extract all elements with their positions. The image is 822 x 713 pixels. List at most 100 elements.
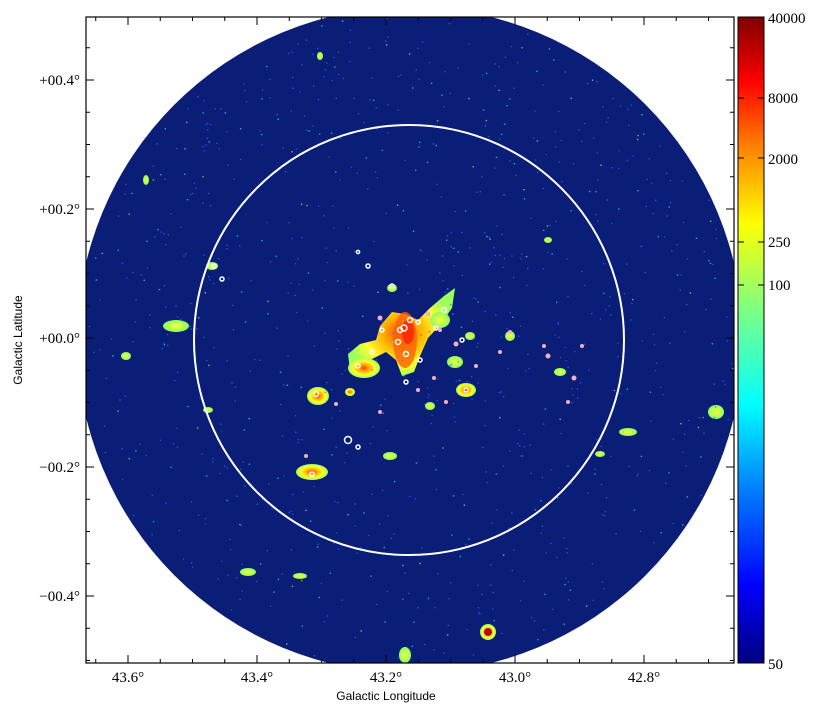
noise-speck (339, 179, 341, 181)
noise-speck (476, 191, 478, 194)
noise-speck (542, 187, 544, 190)
x-tick-labels: 43.6° 43.4° 43.2° 43.0° 42.8° (112, 670, 660, 686)
noise-speck (189, 302, 192, 304)
noise-speck (408, 592, 410, 595)
noise-speck (350, 166, 352, 168)
noise-speck (151, 533, 153, 536)
colorbar-label: 50 (768, 657, 783, 673)
noise-speck (370, 575, 372, 577)
noise-speck (583, 122, 586, 125)
noise-speck (189, 325, 191, 327)
noise-speck (612, 97, 614, 100)
noise-speck (266, 221, 268, 224)
noise-speck (226, 360, 228, 362)
noise-speck (368, 47, 370, 49)
noise-speck (191, 566, 194, 568)
noise-speck (261, 133, 263, 136)
noise-speck (443, 106, 445, 108)
noise-speck (428, 394, 430, 396)
noise-speck (732, 368, 734, 370)
noise-speck (324, 391, 326, 393)
noise-speck (353, 250, 356, 253)
noise-speck (297, 438, 299, 441)
noise-speck (202, 202, 204, 204)
noise-speck (727, 418, 729, 421)
noise-speck (330, 388, 333, 391)
noise-speck (279, 371, 282, 373)
noise-speck (632, 298, 634, 301)
noise-speck (317, 543, 319, 545)
noise-speck (236, 495, 238, 497)
noise-speck (436, 120, 439, 122)
noise-speck (387, 132, 389, 134)
noise-speck (440, 196, 443, 198)
noise-speck (553, 59, 555, 61)
noise-speck (342, 77, 345, 80)
noise-speck (436, 183, 438, 186)
noise-speck (527, 33, 529, 35)
noise-speck (610, 222, 613, 225)
noise-speck (669, 179, 672, 182)
noise-speck (307, 320, 309, 322)
noise-speck (259, 359, 261, 361)
noise-speck (421, 41, 424, 43)
noise-speck (277, 118, 279, 120)
noise-speck (503, 257, 506, 260)
noise-speck (273, 591, 275, 593)
noise-speck (442, 280, 444, 282)
noise-speck (313, 485, 315, 488)
noise-speck (458, 379, 461, 382)
noise-speck (558, 161, 560, 163)
noise-speck (631, 302, 633, 305)
noise-speck (448, 598, 450, 600)
noise-speck (581, 270, 583, 273)
noise-speck (371, 369, 373, 371)
noise-speck (239, 598, 241, 601)
noise-speck (295, 148, 298, 150)
noise-speck (418, 141, 421, 143)
noise-speck (326, 62, 328, 64)
noise-speck (397, 657, 400, 659)
noise-speck (609, 296, 611, 298)
noise-speck (159, 439, 162, 442)
noise-speck (312, 289, 314, 291)
noise-speck (528, 368, 530, 370)
noise-speck (682, 451, 684, 453)
noise-speck (441, 255, 444, 257)
noise-speck (301, 625, 304, 627)
noise-speck (337, 73, 340, 76)
noise-speck (385, 18, 388, 20)
noise-speck (229, 549, 232, 551)
noise-speck (628, 124, 630, 127)
noise-speck (198, 317, 200, 319)
noise-speck (521, 253, 523, 255)
noise-speck (430, 82, 433, 85)
noise-speck (290, 510, 292, 512)
noise-speck (417, 607, 419, 609)
noise-speck (374, 171, 377, 173)
noise-speck (686, 304, 688, 306)
noise-speck (209, 123, 212, 126)
noise-speck (482, 446, 484, 448)
noise-speck (484, 125, 487, 127)
noise-speck (557, 110, 560, 112)
noise-speck (588, 369, 590, 371)
noise-speck (426, 387, 429, 389)
noise-speck (619, 105, 622, 107)
noise-speck (117, 410, 119, 412)
noise-speck (643, 133, 645, 135)
noise-speck (135, 450, 137, 452)
noise-speck (205, 144, 207, 146)
noise-speck (488, 236, 491, 238)
noise-speck (248, 463, 251, 465)
noise-speck (190, 501, 193, 503)
noise-speck (565, 360, 567, 362)
noise-speck (486, 235, 488, 238)
noise-speck (201, 453, 203, 455)
noise-speck (478, 612, 480, 614)
y-tick-label: +00.0° (39, 331, 80, 347)
noise-speck (570, 97, 572, 99)
noise-speck (578, 129, 580, 131)
noise-speck (103, 425, 106, 427)
noise-speck (652, 212, 654, 215)
